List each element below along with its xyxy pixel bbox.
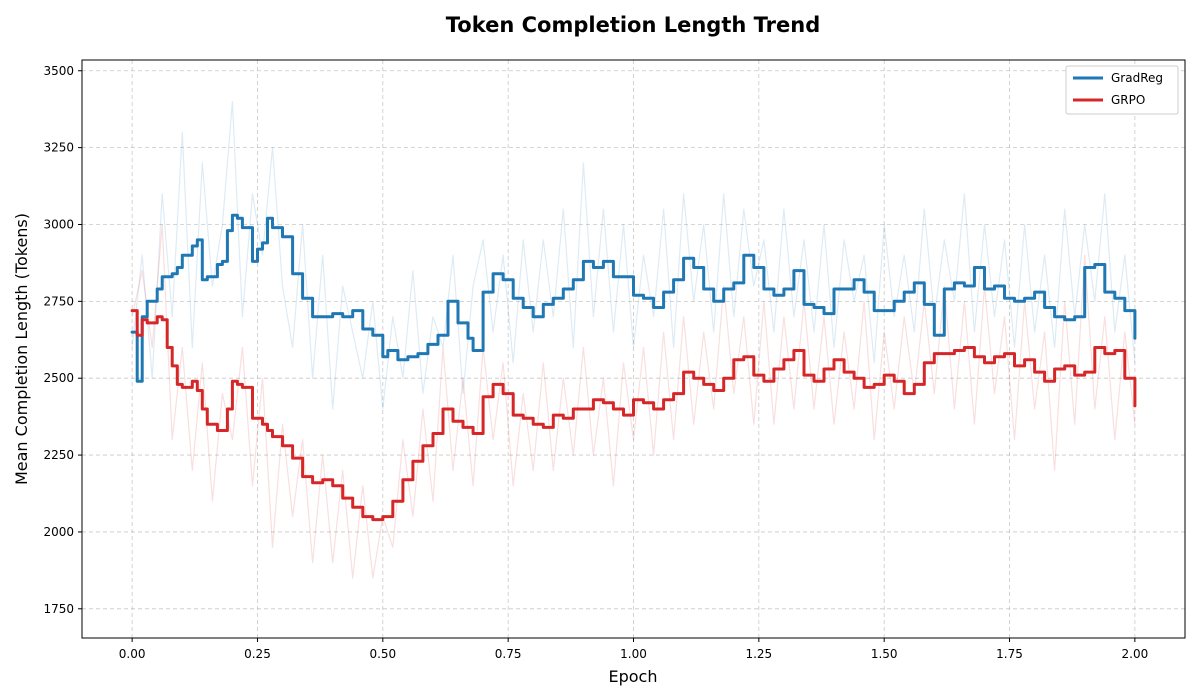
smoothed-series-lines bbox=[130, 213, 1137, 522]
raw-series-line-grpo bbox=[131, 223, 1136, 579]
y-tick-label-2: 2250 bbox=[43, 448, 74, 462]
y-tick-label-4: 2750 bbox=[43, 294, 74, 308]
chart-legend: GradReg GRPO bbox=[1065, 65, 1179, 115]
y-axis-label: Mean Completion Length (Tokens) bbox=[12, 213, 31, 485]
x-tick-label-3: 0.75 bbox=[495, 647, 522, 661]
x-tick-label-4: 1.00 bbox=[620, 647, 647, 661]
series-line-grpo bbox=[130, 309, 1137, 522]
y-tick-label-3: 2500 bbox=[43, 371, 74, 385]
x-tick-label-6: 1.50 bbox=[871, 647, 898, 661]
grid bbox=[82, 60, 1185, 638]
x-tick-label-5: 1.25 bbox=[745, 647, 772, 661]
x-tick-label-1: 0.25 bbox=[244, 647, 271, 661]
y-tick-label-6: 3250 bbox=[43, 141, 74, 155]
legend-label-grpo: GRPO bbox=[1111, 93, 1145, 107]
y-tick-label-5: 3000 bbox=[43, 217, 74, 231]
x-tick-label-8: 2.00 bbox=[1122, 647, 1149, 661]
y-tick-label-7: 3500 bbox=[43, 64, 74, 78]
x-tick-label-7: 1.75 bbox=[996, 647, 1023, 661]
legend-label-gradreg: GradReg bbox=[1111, 71, 1163, 85]
y-tick-label-0: 1750 bbox=[43, 602, 74, 616]
raw-series-line-gradreg bbox=[131, 100, 1136, 410]
x-axis-label: Epoch bbox=[609, 667, 658, 686]
x-tick-label-0: 0.00 bbox=[119, 647, 146, 661]
x-tick-label-2: 0.50 bbox=[369, 647, 396, 661]
x-axis-ticks: 0.00 0.25 0.50 0.75 1.00 1.25 1.50 1.75 2.00 bbox=[119, 638, 1148, 661]
series-line-gradreg bbox=[130, 213, 1137, 383]
y-axis-ticks: 1750 2000 2250 2500 2750 3000 3250 3500 bbox=[43, 64, 82, 616]
raw-series-lines bbox=[131, 100, 1136, 579]
y-tick-label-1: 2000 bbox=[43, 525, 74, 539]
chart-title: Token Completion Length Trend bbox=[446, 13, 821, 37]
